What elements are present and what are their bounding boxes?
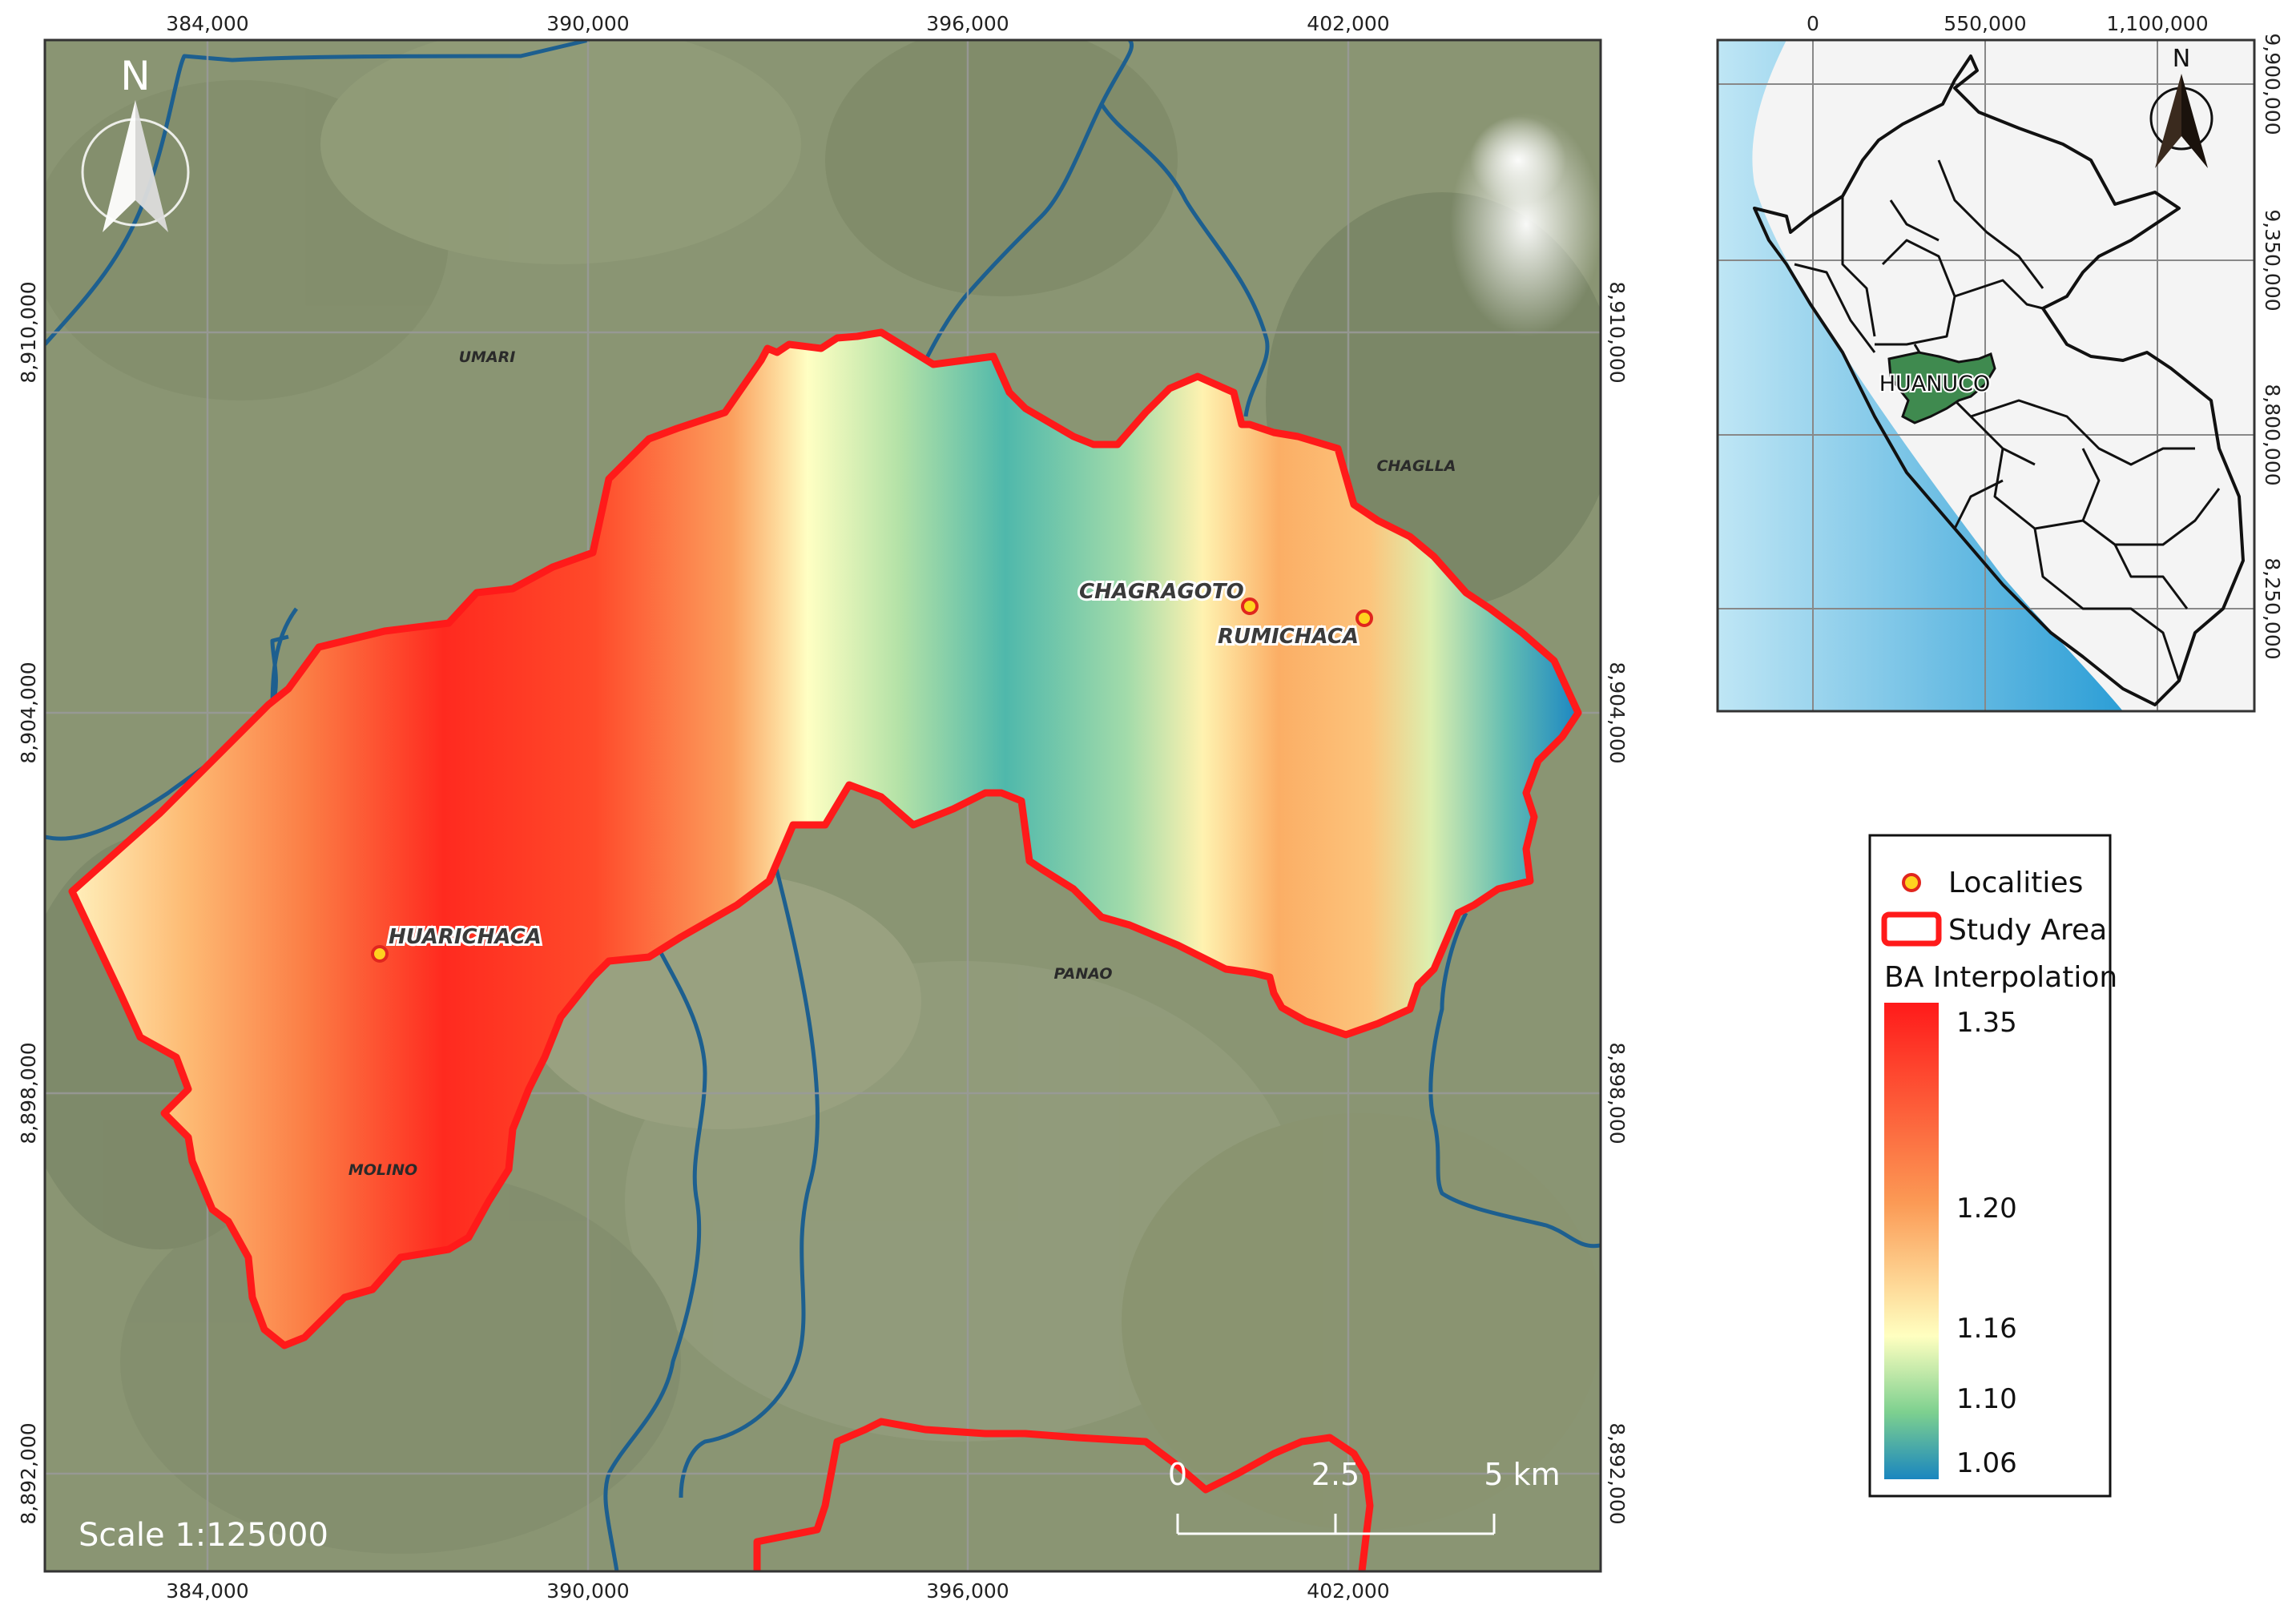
north-label: N xyxy=(2173,45,2190,73)
river xyxy=(45,40,590,346)
legend-ramp-label: 1.20 xyxy=(1956,1193,2017,1225)
north-label: N xyxy=(120,53,150,99)
localities: CHAGRAGOTO RUMICHACA HUARICHACA xyxy=(371,577,1373,963)
scalebar-label: 2.5 xyxy=(1311,1457,1359,1492)
legend-localities-label: Localities xyxy=(1948,867,2083,899)
legend-ramp-label: 1.06 xyxy=(1956,1447,2017,1479)
peru-outline xyxy=(1753,54,2245,706)
town-label: CHAGLLA xyxy=(1376,457,1456,475)
svg-text:384,000: 384,000 xyxy=(166,1579,248,1603)
legend-study-area-label: Study Area xyxy=(1948,914,2107,947)
svg-text:402,000: 402,000 xyxy=(1307,12,1389,35)
town-label: MOLINO xyxy=(348,1161,417,1179)
locality-label: HUARICHACA xyxy=(389,925,542,949)
svg-text:8,250,000: 8,250,000 xyxy=(2261,557,2284,659)
north-arrow: N xyxy=(81,53,190,232)
region-huanuco xyxy=(1887,351,1996,424)
town-label: PANAO xyxy=(1053,965,1112,983)
svg-text:8,898,000: 8,898,000 xyxy=(1605,1042,1629,1144)
scale-text: Scale 1:125000 xyxy=(79,1517,328,1554)
scalebar-label: 0 xyxy=(1168,1457,1187,1492)
x-axis-top-labels: 384,000 390,000 396,000 402,000 xyxy=(166,12,1389,35)
inset-x-labels: 0 550,000 1,100,000 xyxy=(1807,12,2209,35)
svg-text:384,000: 384,000 xyxy=(166,12,248,35)
svg-text:8,892,000: 8,892,000 xyxy=(1605,1422,1629,1524)
river xyxy=(1099,103,1270,417)
svg-text:0: 0 xyxy=(1807,12,1819,35)
svg-text:8,910,000: 8,910,000 xyxy=(1605,281,1629,383)
study-area-outline-south xyxy=(753,1418,1374,1571)
svg-text:390,000: 390,000 xyxy=(546,12,629,35)
inset-map: HUANUCO N 0 550,000 1,100,000 9,900,000 … xyxy=(1716,12,2284,713)
inset-map-frame xyxy=(1716,38,2256,713)
locality-label: CHAGRAGOTO xyxy=(1079,580,1244,604)
legend-locality-symbol xyxy=(1902,873,1921,892)
main-map: UMARI CHAGLLA PANAO MOLINO CHAGRAGOTO RU… xyxy=(17,12,1629,1603)
y-axis-left-labels: 8,910,000 8,904,000 8,898,000 8,892,000 xyxy=(17,281,40,1524)
svg-text:1,100,000: 1,100,000 xyxy=(2106,12,2208,35)
town-labels: UMARI CHAGLLA PANAO MOLINO xyxy=(348,348,1456,1179)
svg-text:9,900,000: 9,900,000 xyxy=(2261,33,2284,135)
locality-point xyxy=(371,945,389,963)
svg-text:8,904,000: 8,904,000 xyxy=(17,662,40,763)
svg-text:8,904,000: 8,904,000 xyxy=(1605,662,1629,763)
inset-ocean xyxy=(1718,40,2123,711)
svg-text:8,800,000: 8,800,000 xyxy=(2261,384,2284,485)
svg-text:550,000: 550,000 xyxy=(1944,12,2026,35)
scalebar-label: 5 km xyxy=(1484,1457,1560,1492)
svg-text:8,892,000: 8,892,000 xyxy=(17,1422,40,1524)
y-axis-right-labels: 8,910,000 8,904,000 8,898,000 8,892,000 xyxy=(1605,281,1629,1524)
locality-point xyxy=(1241,597,1259,615)
svg-text:396,000: 396,000 xyxy=(926,1579,1009,1603)
svg-text:8,898,000: 8,898,000 xyxy=(17,1042,40,1144)
inset-y-labels: 9,900,000 9,350,000 8,800,000 8,250,000 xyxy=(2261,33,2284,659)
legend-ramp-label: 1.16 xyxy=(1956,1313,2017,1345)
ba-interpolation-surface xyxy=(68,328,1582,1350)
legend-ba-title: BA Interpolation xyxy=(1884,961,2117,994)
river xyxy=(1428,911,1601,1249)
svg-text:396,000: 396,000 xyxy=(926,12,1009,35)
legend: Localities Study Area BA Interpolation 1… xyxy=(1868,834,2117,1498)
svg-text:9,350,000: 9,350,000 xyxy=(2261,209,2284,311)
cloud xyxy=(1470,116,1566,204)
svg-text:402,000: 402,000 xyxy=(1307,1579,1389,1603)
terrain-texture xyxy=(45,40,1601,1554)
region-label: HUANUCO xyxy=(1879,372,1991,396)
locality-label: RUMICHACA xyxy=(1218,625,1359,649)
scalebar: 0 2.5 5 km xyxy=(1168,1457,1561,1535)
main-map-frame xyxy=(43,38,1602,1573)
svg-text:390,000: 390,000 xyxy=(546,1579,629,1603)
legend-ramp-label: 1.35 xyxy=(1956,1007,2017,1039)
legend-study-area-symbol xyxy=(1881,911,1942,947)
legend-color-ramp xyxy=(1884,1003,1939,1479)
locality-point xyxy=(1355,609,1373,627)
svg-text:8,910,000: 8,910,000 xyxy=(17,281,40,383)
inset-north-arrow: N xyxy=(2149,45,2213,168)
town-label: UMARI xyxy=(459,348,516,366)
river xyxy=(679,840,820,1498)
legend-ramp-label: 1.10 xyxy=(1956,1383,2017,1415)
x-axis-bottom-labels: 384,000 390,000 396,000 402,000 xyxy=(166,1579,1389,1603)
